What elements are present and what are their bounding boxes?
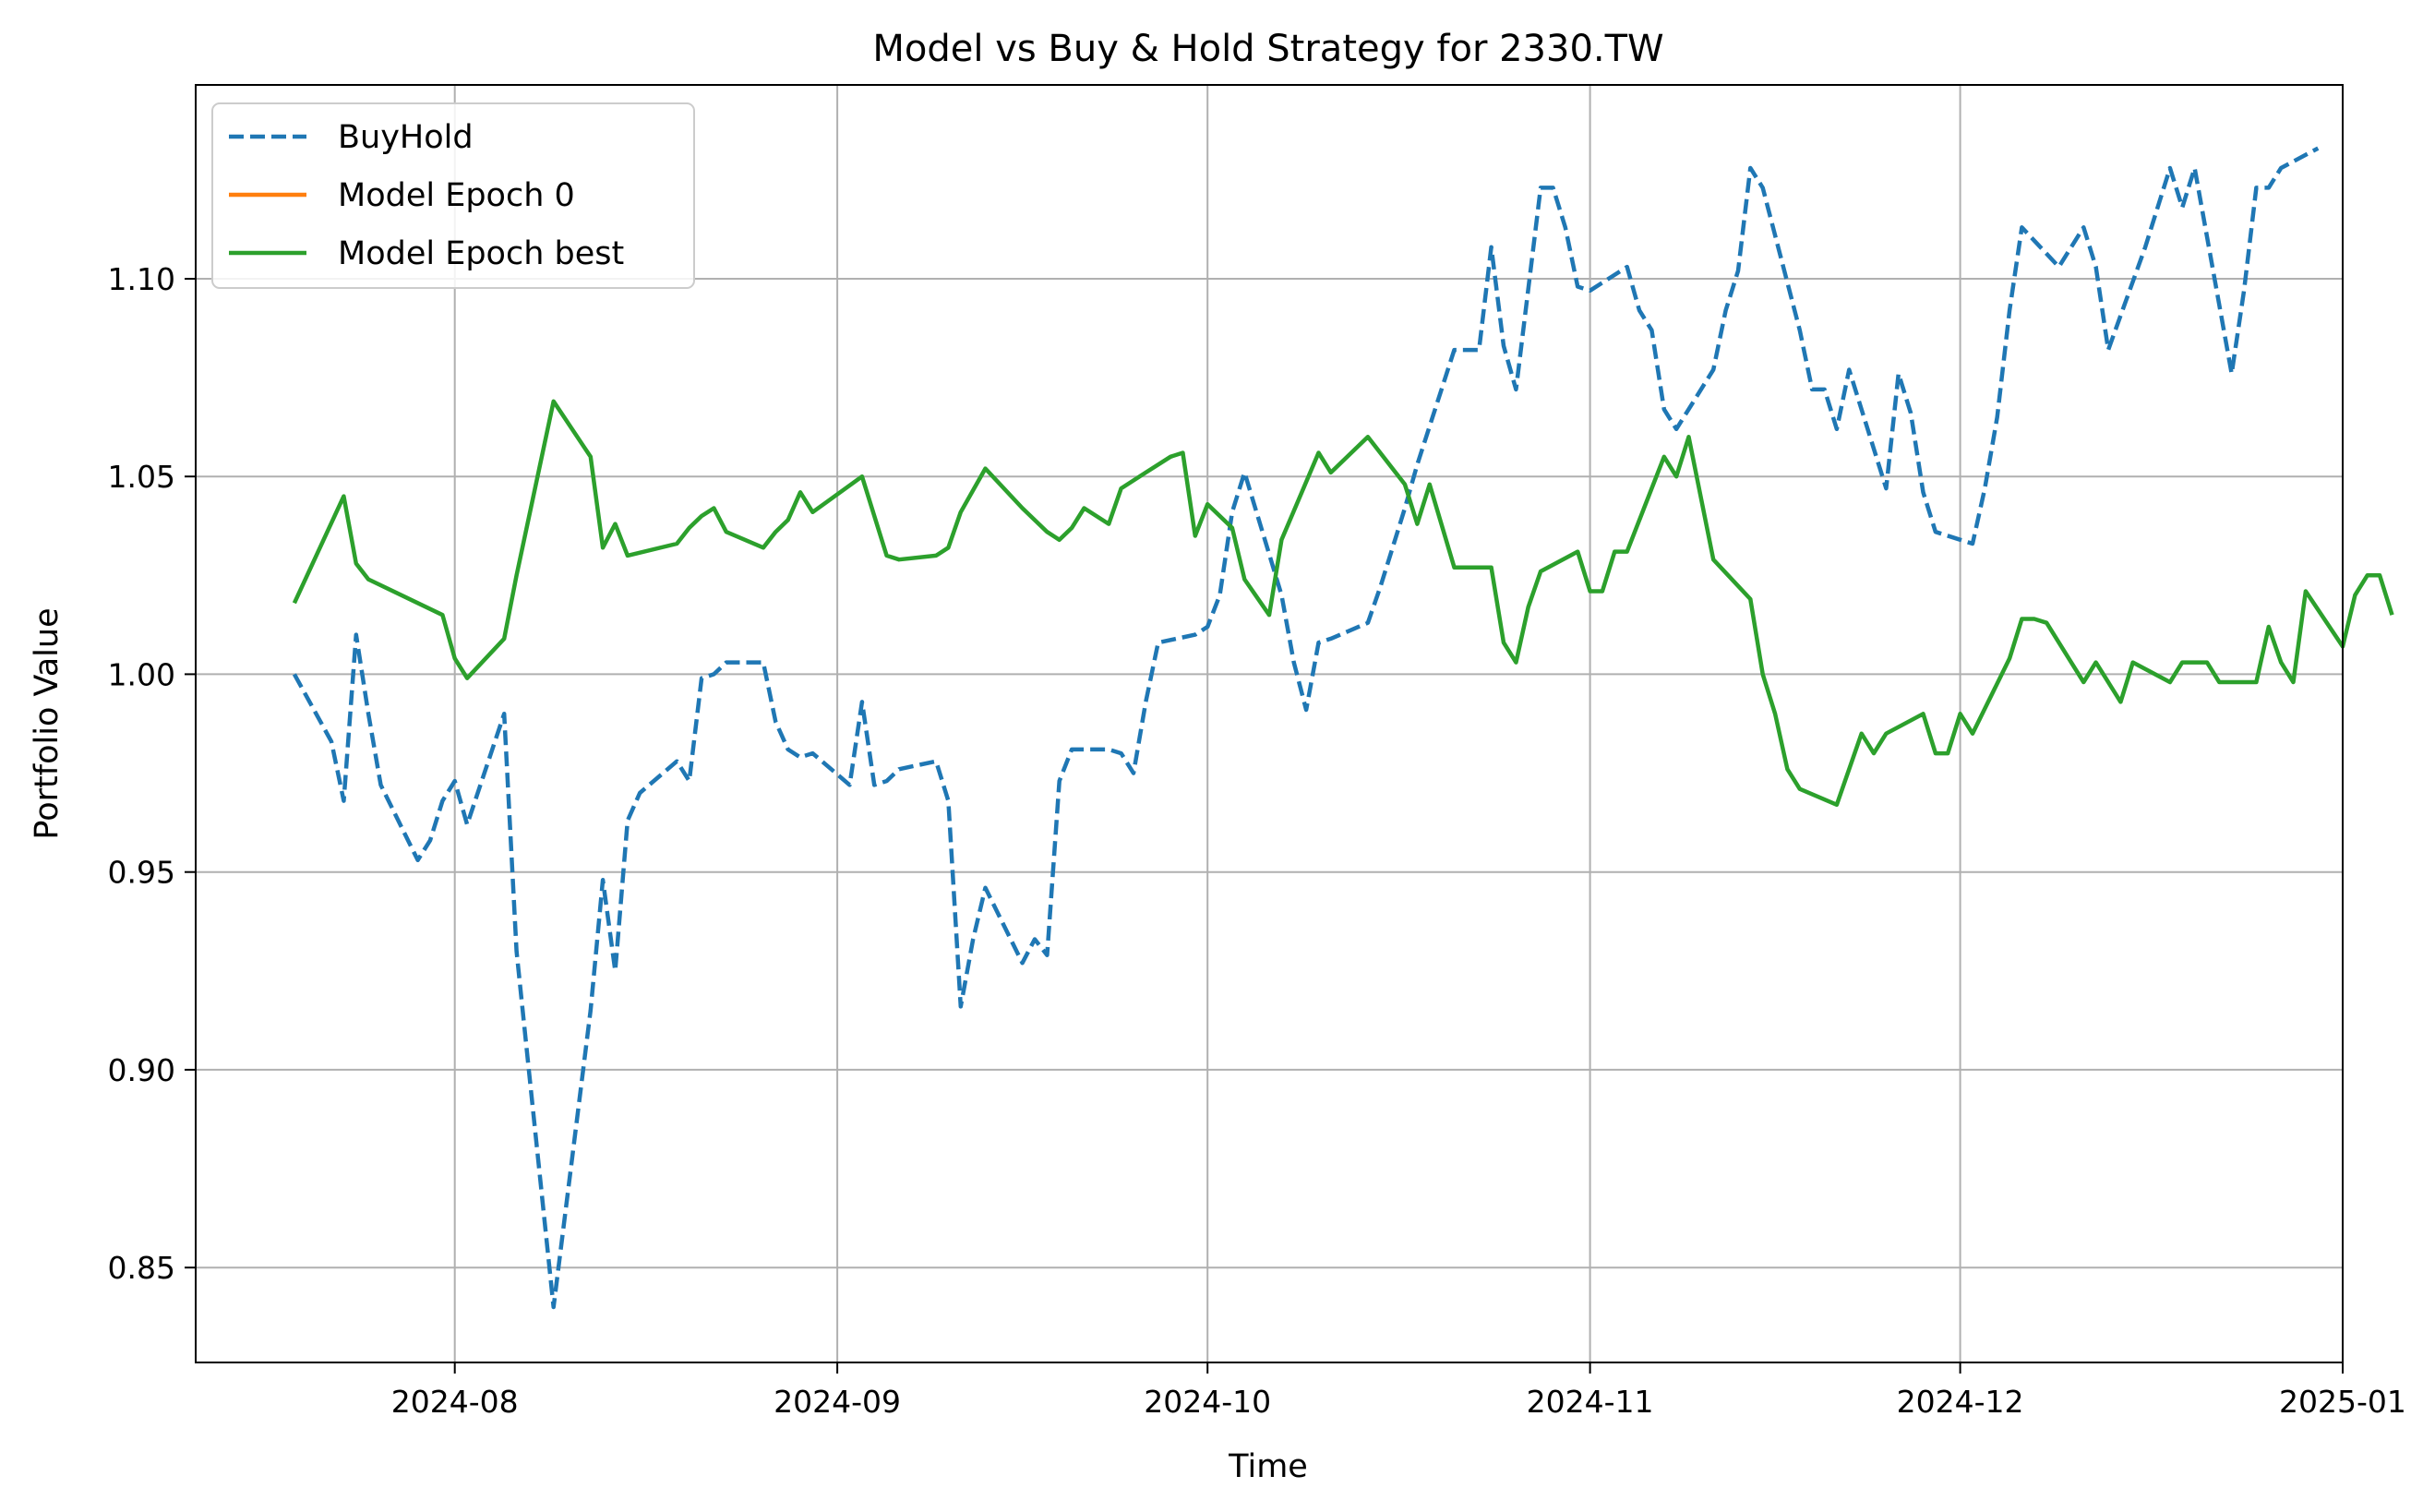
series-lines	[292, 146, 2394, 1310]
y-axis-label: Portfolio Value	[29, 607, 66, 839]
chart-title: Model vs Buy & Hold Strategy for 2330.TW	[872, 28, 1663, 70]
legend: BuyHold Model Epoch 0 Model Epoch best	[211, 102, 695, 289]
x-tick-label: 2024-12	[1897, 1384, 2024, 1420]
y-tick-label: 1.00	[108, 656, 175, 692]
x-axis-label: Time	[1228, 1448, 1308, 1485]
x-tick-label: 2025-01	[2279, 1384, 2406, 1420]
legend-label: Model Epoch best	[338, 235, 624, 272]
x-tick-label: 2024-10	[1144, 1384, 1271, 1420]
y-axis-ticks: 0.85 0.90 0.95 1.00 1.05 1.10	[108, 261, 196, 1286]
y-tick-label: 0.95	[108, 855, 175, 891]
y-tick-label: 1.10	[108, 261, 175, 297]
legend-label: BuyHold	[338, 119, 474, 156]
x-tick-label: 2024-11	[1527, 1384, 1654, 1420]
series-line-buyhold	[292, 146, 2320, 1310]
y-tick-label: 1.05	[108, 459, 175, 495]
x-axis-ticks: 2024-08 2024-09 2024-10 2024-11 2024-12 2025-…	[391, 1362, 2406, 1420]
x-tick-label: 2024-08	[391, 1384, 519, 1420]
legend-box	[211, 102, 695, 289]
y-tick-label: 0.85	[108, 1250, 175, 1286]
plot-background	[196, 85, 2343, 1362]
plot-area	[195, 84, 2394, 1363]
series-line-model-epoch-best	[292, 399, 2394, 808]
x-tick-label: 2024-09	[774, 1384, 901, 1420]
legend-label: Model Epoch 0	[338, 177, 575, 214]
plot-frame	[195, 84, 2344, 1363]
legend-items: BuyHold Model Epoch 0 Model Epoch best	[229, 119, 624, 272]
y-tick-label: 0.90	[108, 1052, 175, 1088]
